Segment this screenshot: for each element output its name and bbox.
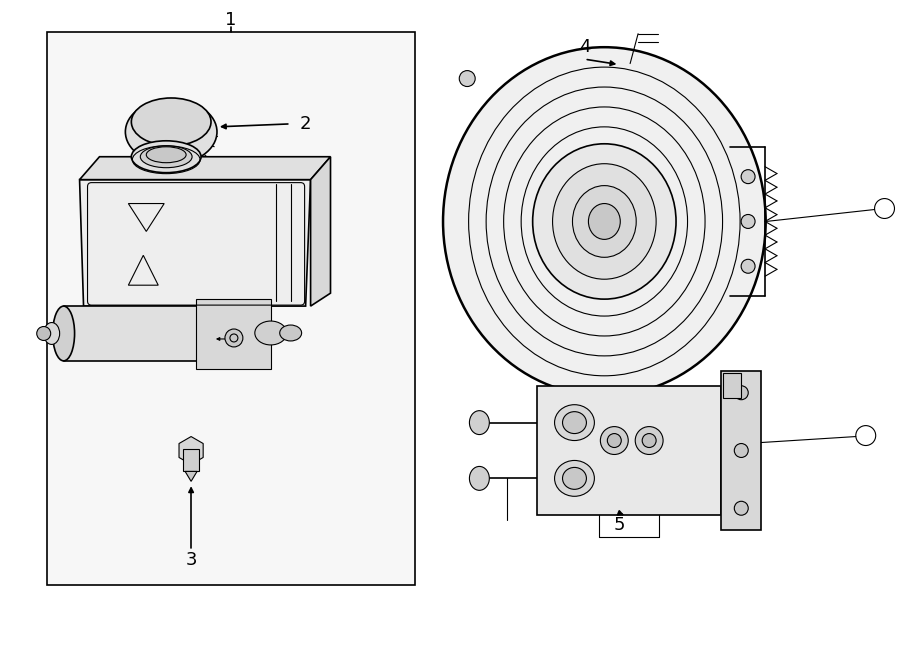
Ellipse shape <box>608 434 621 447</box>
Ellipse shape <box>554 405 594 440</box>
Ellipse shape <box>635 426 663 455</box>
Polygon shape <box>310 157 330 306</box>
Text: 2: 2 <box>300 115 311 133</box>
Text: 3: 3 <box>185 551 197 569</box>
Ellipse shape <box>140 146 192 168</box>
Bar <box>183 449 199 471</box>
Polygon shape <box>179 436 203 465</box>
Text: 4: 4 <box>579 38 590 56</box>
Circle shape <box>741 170 755 184</box>
Ellipse shape <box>53 306 75 361</box>
Polygon shape <box>79 157 330 180</box>
Ellipse shape <box>533 144 676 299</box>
Polygon shape <box>185 471 197 481</box>
Ellipse shape <box>131 141 201 173</box>
Ellipse shape <box>125 99 217 164</box>
Circle shape <box>734 386 748 400</box>
Circle shape <box>741 259 755 273</box>
Bar <box>722 371 761 530</box>
Polygon shape <box>64 306 206 361</box>
Circle shape <box>459 71 475 87</box>
Circle shape <box>741 214 755 229</box>
Circle shape <box>225 329 243 347</box>
Circle shape <box>734 501 748 515</box>
Bar <box>724 373 742 398</box>
Ellipse shape <box>562 467 587 489</box>
Bar <box>47 32 415 585</box>
Ellipse shape <box>600 426 628 455</box>
Bar <box>196 299 271 369</box>
Ellipse shape <box>553 164 656 279</box>
Ellipse shape <box>147 147 186 163</box>
Ellipse shape <box>562 412 587 434</box>
Polygon shape <box>79 180 310 306</box>
Ellipse shape <box>470 467 490 490</box>
Bar <box>537 386 722 515</box>
Ellipse shape <box>280 325 302 341</box>
Ellipse shape <box>470 410 490 434</box>
Ellipse shape <box>44 323 59 344</box>
Circle shape <box>37 327 50 340</box>
Ellipse shape <box>554 461 594 496</box>
Ellipse shape <box>443 47 766 396</box>
Text: 1: 1 <box>225 11 237 29</box>
Ellipse shape <box>255 321 287 345</box>
Circle shape <box>734 444 748 457</box>
Ellipse shape <box>572 186 636 257</box>
Ellipse shape <box>643 434 656 447</box>
Text: 5: 5 <box>614 516 625 534</box>
Ellipse shape <box>589 204 620 239</box>
Ellipse shape <box>131 98 211 146</box>
